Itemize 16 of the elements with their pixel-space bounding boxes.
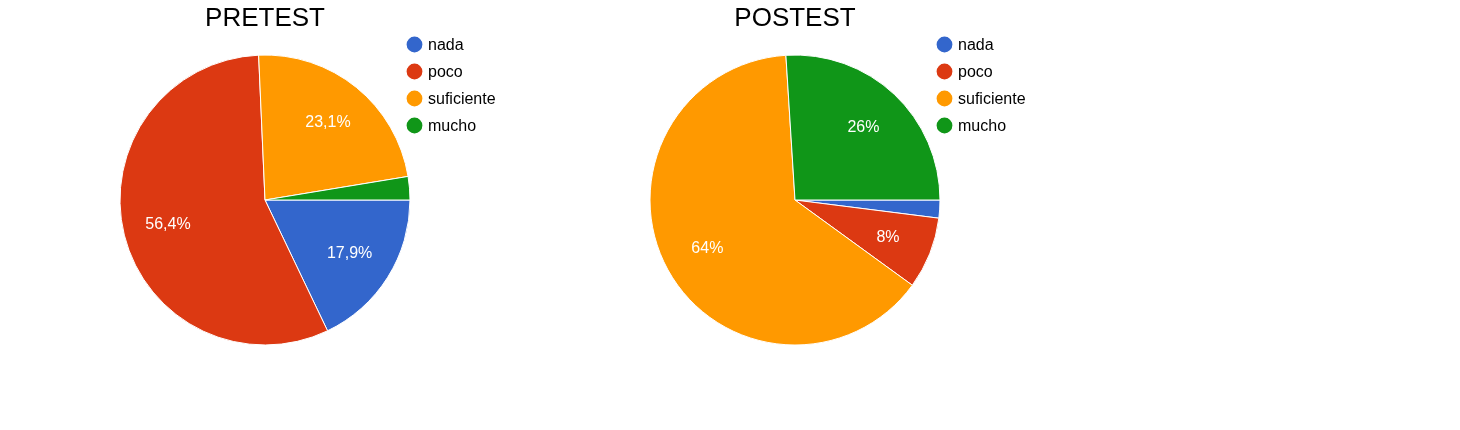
data-label: 64% (691, 239, 724, 257)
legend-label: suficiente (428, 89, 496, 107)
legend-label: poco (958, 62, 993, 80)
legend-label: suficiente (958, 89, 1026, 107)
legend-label: nada (958, 35, 994, 53)
data-label: 56,4% (145, 215, 191, 233)
legend-label: poco (428, 62, 463, 80)
data-label: 17,9% (326, 244, 373, 262)
chart-title: POSTEST (734, 2, 856, 32)
chart-title: PRETEST (205, 2, 326, 32)
data-label: 23,1% (305, 113, 351, 131)
legend-label: nada (428, 35, 464, 53)
data-label: 8% (876, 227, 900, 245)
data-label: 26% (847, 118, 880, 136)
legend-label: mucho (428, 116, 477, 134)
legend-label: mucho (958, 116, 1007, 134)
